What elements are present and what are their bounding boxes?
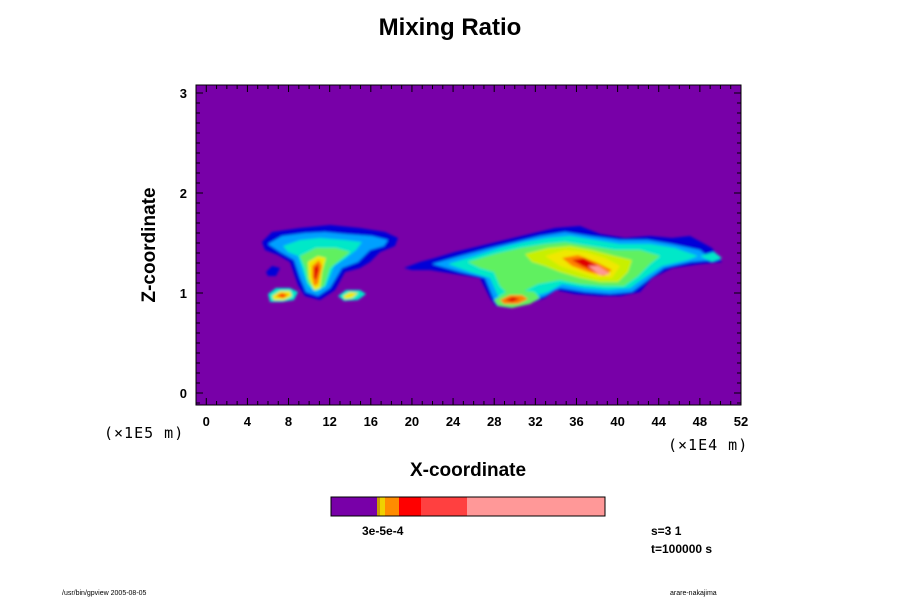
footer-right: arare-nakajima [670,590,717,597]
contour-level-3 [700,252,722,262]
colorbar-segment [377,497,380,516]
contour-level-6 [276,293,288,298]
x-axis-ticks: 0 4 8 12 16 20 24 28 32 36 40 44 48 52 [195,85,748,429]
contour-level-1 [266,266,280,276]
colorbar-label: 3e-5e-4 [362,524,404,538]
plot-area [195,84,742,406]
x-axis-label: X-coordinate [409,460,527,481]
contour-level-8 [588,266,610,275]
x-tick-label: 8 [285,414,292,429]
x-tick-label: 48 [693,414,707,429]
x-tick-label: 12 [322,414,336,429]
colorbar-segment [380,497,385,516]
colorbar [330,496,606,517]
x-tick-label: 52 [734,414,748,429]
chart-title: Mixing Ratio [378,14,522,41]
colorbar-segment [421,497,467,516]
footer-left: /usr/bin/gpview 2005-08-05 [62,590,147,597]
colorbar-segment [399,497,421,516]
x-tick-label: 28 [487,414,501,429]
y-axis-ticks: 0 1 2 3 [180,86,741,404]
time-label: t=100000 s [651,542,713,556]
y-tick-label: 3 [180,86,187,101]
step-label: s=3 1 [651,524,682,538]
y-scale-label: (×1E5 m) [104,424,185,442]
y-tick-label: 2 [180,186,187,201]
x-tick-label: 36 [569,414,583,429]
y-axis-label: Z-coordinate [139,187,160,303]
x-tick-label: 40 [610,414,624,429]
colorbar-segment [385,497,399,516]
plot-frame [195,84,742,406]
contour-level-5 [343,292,358,299]
x-tick-label: 0 [203,414,210,429]
x-tick-label: 4 [244,414,252,429]
x-tick-label: 44 [652,414,667,429]
colorbar-segment [467,497,605,516]
x-tick-label: 32 [528,414,542,429]
x-tick-label: 24 [446,414,461,429]
colorbar-frame [330,496,606,517]
x-tick-label: 20 [405,414,419,429]
contour-level-7 [314,264,319,280]
colorbar-segment [331,497,377,516]
heatmap-contours [262,225,722,308]
x-tick-label: 16 [364,414,378,429]
y-tick-label: 0 [180,386,187,401]
y-tick-label: 1 [180,286,187,301]
x-scale-label: (×1E4 m) [668,436,749,454]
contour-level-7 [505,297,520,302]
